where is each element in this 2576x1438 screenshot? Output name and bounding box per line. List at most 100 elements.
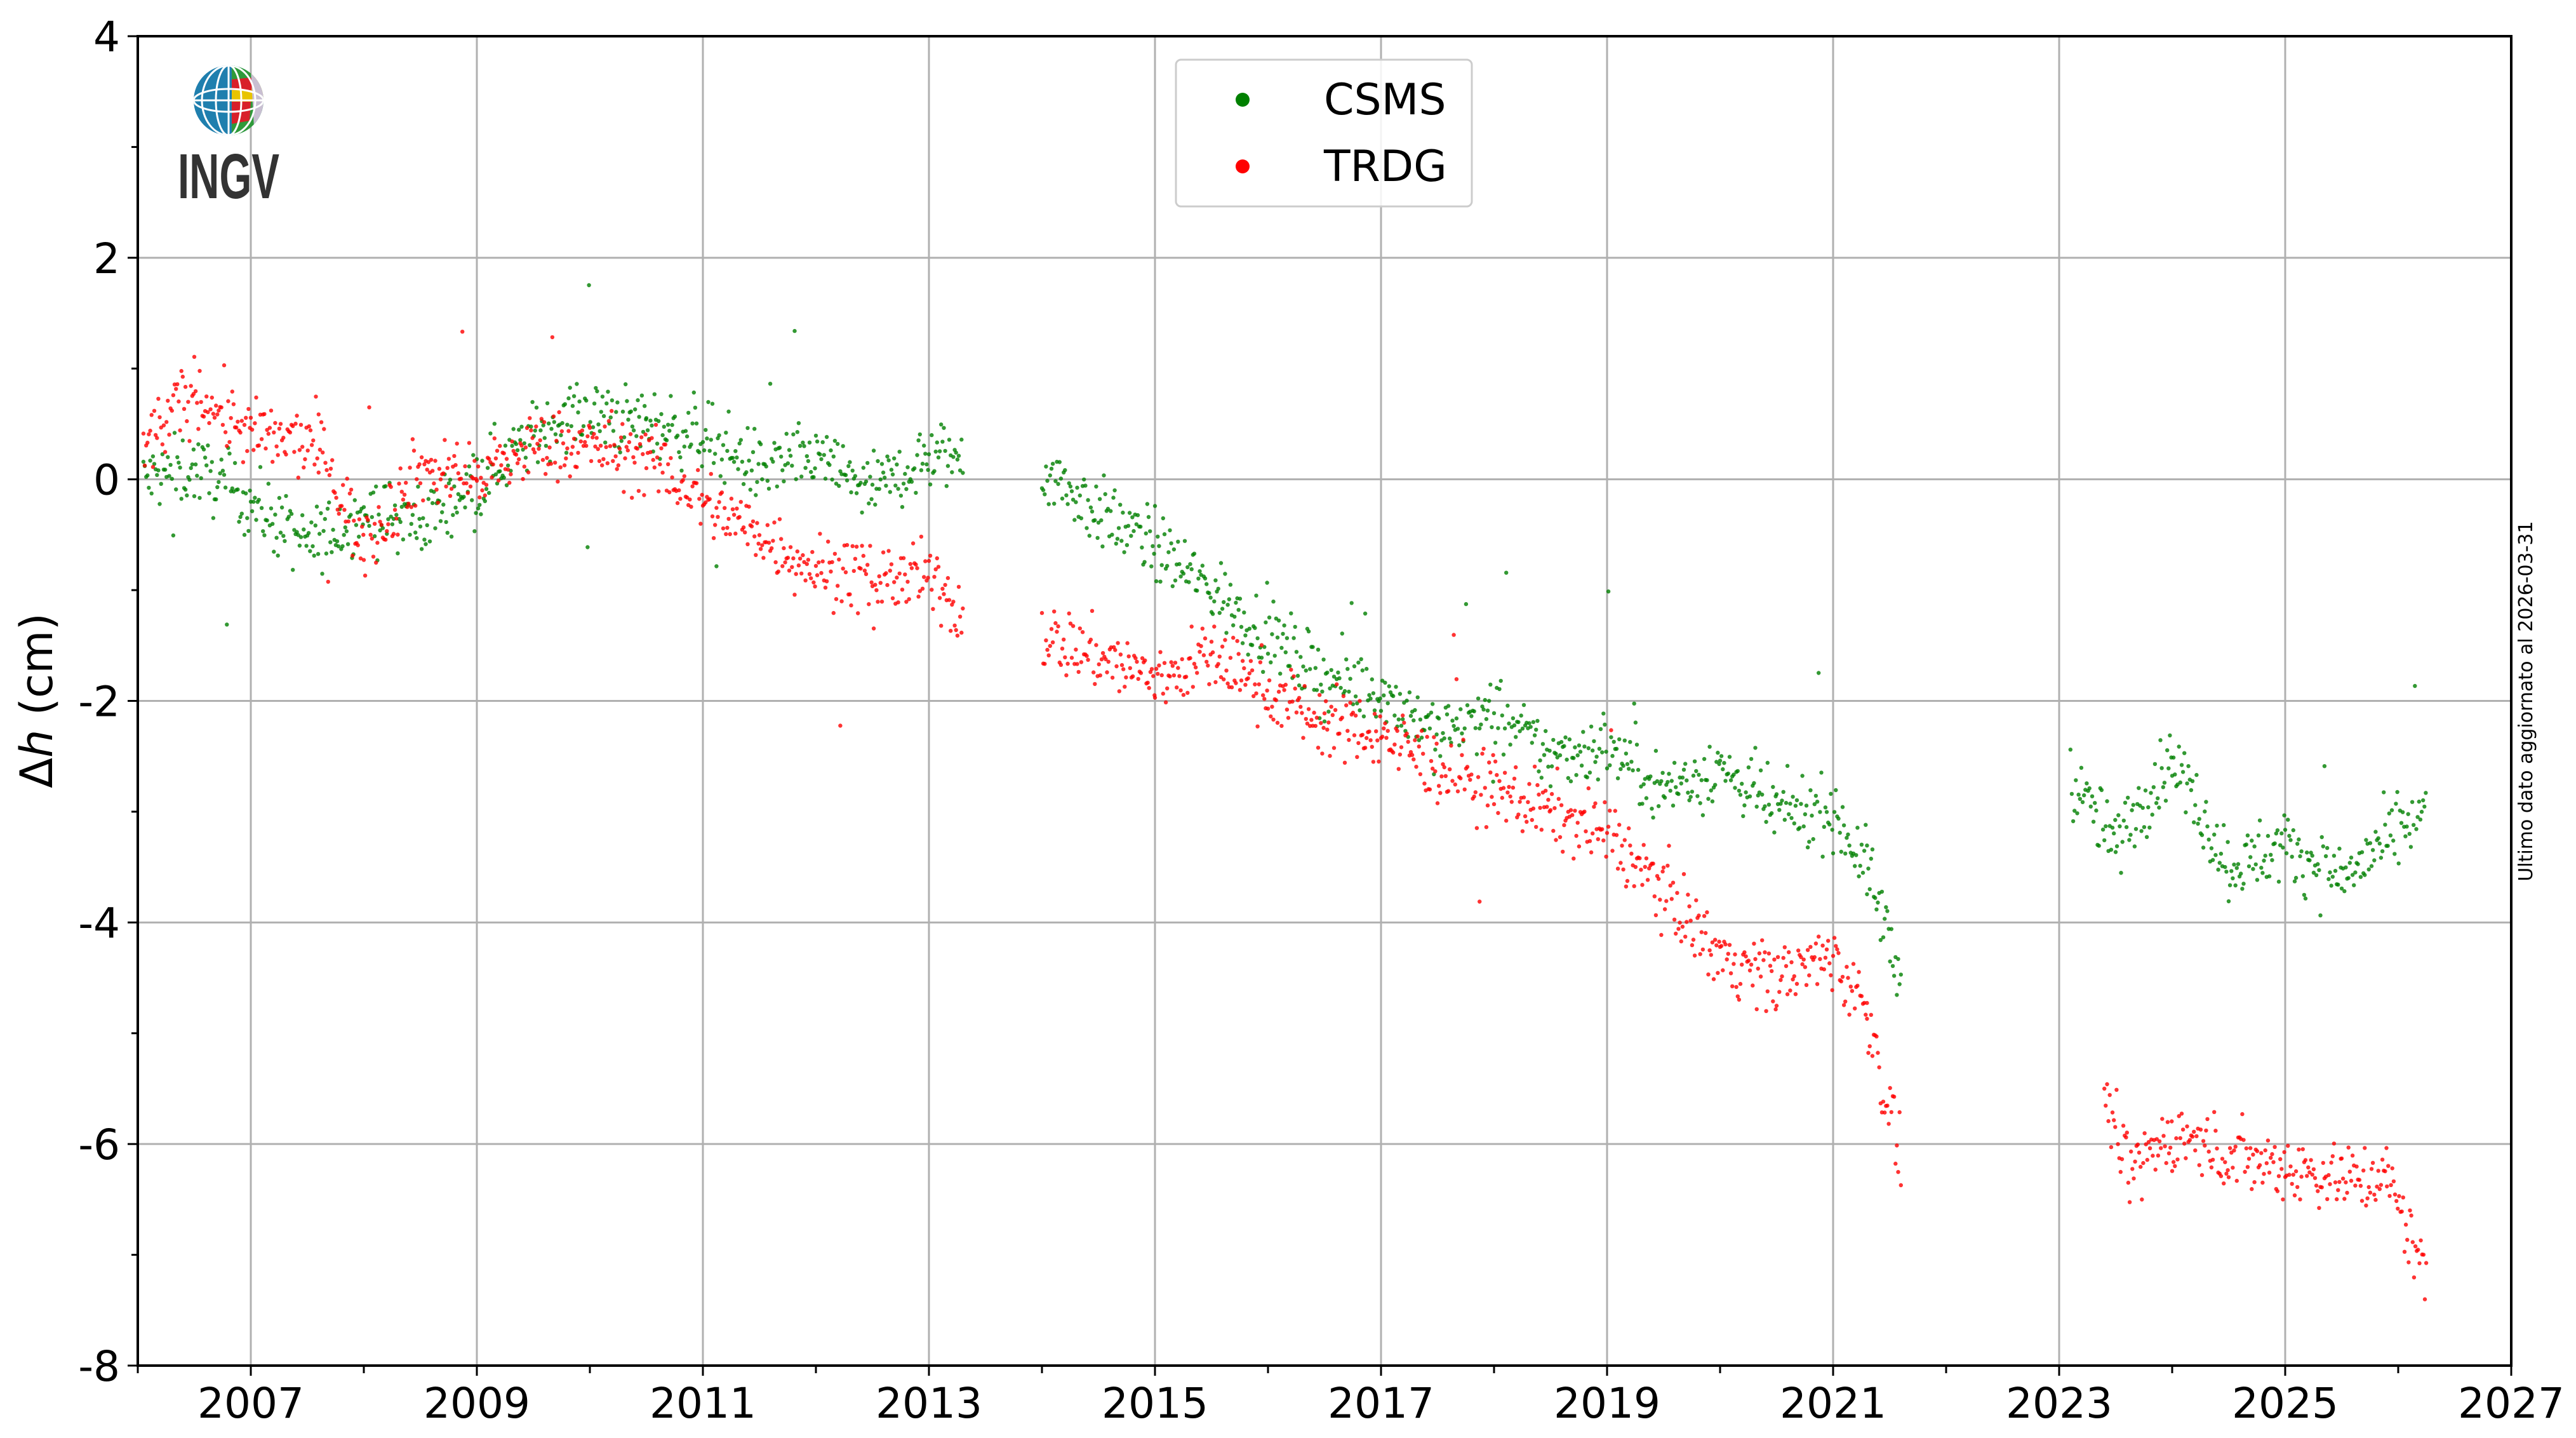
data-point	[1754, 804, 1759, 809]
data-point	[1207, 682, 1211, 687]
data-point	[1319, 682, 1323, 687]
data-point	[1794, 798, 1799, 803]
data-point	[534, 424, 538, 429]
data-point	[464, 481, 469, 486]
data-point	[1044, 638, 1048, 643]
data-point	[1301, 736, 1305, 740]
data-point	[1452, 633, 1456, 637]
data-point	[408, 532, 412, 537]
data-point	[193, 389, 198, 394]
data-point	[1586, 786, 1591, 791]
data-point	[740, 459, 745, 464]
data-point	[1187, 580, 1191, 584]
data-point	[2292, 879, 2297, 884]
data-point	[1152, 551, 1156, 556]
data-point	[493, 456, 498, 460]
data-point	[2413, 1244, 2418, 1249]
data-point	[1472, 794, 1476, 799]
data-point	[1102, 473, 1106, 478]
data-point	[951, 600, 956, 604]
data-point	[2203, 809, 2207, 814]
data-point	[1879, 889, 1885, 894]
data-point	[1071, 497, 1076, 502]
data-point	[2383, 823, 2387, 827]
data-point	[1377, 759, 1381, 764]
data-point	[1609, 735, 1613, 739]
data-point	[1399, 723, 1404, 728]
data-point	[620, 422, 625, 426]
data-point	[1075, 485, 1079, 490]
data-point	[222, 363, 227, 368]
data-point	[1627, 826, 1631, 831]
data-point	[871, 626, 876, 631]
data-point	[1534, 727, 1538, 732]
data-point	[817, 560, 821, 565]
data-point	[785, 461, 791, 466]
data-point	[717, 433, 721, 438]
data-point	[2412, 1275, 2417, 1280]
data-point	[2282, 813, 2286, 817]
data-point	[1140, 545, 1144, 550]
data-point	[1832, 810, 1837, 814]
data-point	[269, 408, 274, 413]
data-point	[1116, 641, 1120, 645]
data-point	[2322, 764, 2327, 769]
data-point	[465, 491, 470, 495]
data-point	[2406, 1260, 2411, 1265]
data-point	[803, 578, 808, 582]
data-point	[2180, 770, 2186, 774]
data-point	[2263, 1148, 2267, 1153]
data-point	[2151, 785, 2156, 790]
data-point	[775, 484, 780, 489]
data-point	[2194, 772, 2199, 777]
data-point	[738, 438, 744, 442]
data-point	[293, 421, 298, 426]
data-point	[1474, 752, 1479, 756]
data-point	[340, 544, 345, 549]
data-point	[627, 440, 632, 445]
data-point	[2297, 1147, 2301, 1152]
data-point	[888, 490, 893, 494]
data-point	[1165, 686, 1170, 691]
data-point	[335, 507, 340, 512]
data-point	[1182, 539, 1187, 543]
data-point	[2344, 1180, 2348, 1185]
data-point	[1859, 842, 1864, 847]
data-point	[528, 443, 532, 447]
data-point	[1421, 751, 1425, 756]
data-point	[1112, 488, 1117, 493]
data-point	[856, 611, 860, 615]
data-point	[1516, 812, 1521, 817]
data-point	[1562, 744, 1566, 748]
data-point	[1253, 626, 1257, 630]
data-point	[1448, 736, 1452, 741]
data-point	[1460, 731, 1464, 736]
data-point	[1149, 667, 1154, 671]
data-point	[1896, 1170, 1900, 1174]
data-point	[2127, 838, 2132, 842]
data-point	[1855, 826, 1860, 830]
data-point	[1488, 682, 1493, 687]
x-tick-label: 2007	[197, 1379, 304, 1428]
data-point	[204, 463, 209, 467]
data-point	[1603, 800, 1607, 805]
data-point	[262, 412, 267, 417]
data-point	[1633, 864, 1638, 870]
data-point	[1685, 778, 1689, 783]
data-point	[1302, 683, 1307, 689]
data-point	[658, 462, 662, 467]
data-point	[1523, 814, 1528, 819]
data-point	[1613, 809, 1617, 813]
data-point	[2154, 801, 2159, 805]
data-point	[254, 518, 258, 522]
data-point	[254, 395, 258, 400]
data-point	[772, 520, 777, 525]
data-point	[570, 403, 575, 408]
logo-wordmark: INGV	[178, 141, 279, 212]
data-point	[952, 623, 957, 628]
data-point	[1091, 670, 1096, 675]
data-point	[419, 455, 424, 460]
data-point	[528, 416, 532, 420]
data-point	[1897, 982, 1902, 986]
data-point	[1177, 674, 1182, 678]
